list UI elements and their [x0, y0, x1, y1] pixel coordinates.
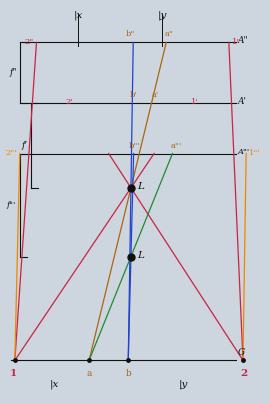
Text: A': A' — [238, 97, 247, 106]
Text: G: G — [238, 348, 245, 357]
Text: 2": 2" — [25, 38, 34, 46]
Text: L: L — [137, 182, 144, 191]
Text: 2: 2 — [241, 369, 248, 378]
Text: |y: |y — [179, 380, 188, 389]
Text: a"': a"' — [171, 142, 182, 150]
Text: b: b — [125, 369, 131, 378]
Text: a": a" — [164, 30, 173, 38]
Text: a': a' — [152, 91, 159, 99]
Text: b': b' — [130, 91, 137, 99]
Text: 1": 1" — [232, 38, 241, 46]
Text: A"': A"' — [238, 148, 250, 156]
Text: 2"': 2"' — [5, 149, 17, 157]
Text: 1"': 1"' — [249, 149, 261, 157]
Text: |x: |x — [49, 380, 59, 389]
Text: f": f" — [9, 68, 17, 77]
Text: b": b" — [126, 30, 135, 38]
Text: A": A" — [238, 36, 248, 45]
Text: a: a — [86, 369, 92, 378]
Text: f"': f"' — [7, 201, 16, 209]
Text: f': f' — [21, 141, 27, 150]
Text: 1: 1 — [10, 369, 17, 378]
Text: b"': b"' — [129, 142, 141, 150]
Text: 2': 2' — [66, 98, 73, 106]
Text: |x: |x — [74, 10, 83, 20]
Text: |y: |y — [157, 10, 167, 20]
Text: L: L — [137, 251, 144, 260]
Text: 1': 1' — [191, 98, 198, 106]
